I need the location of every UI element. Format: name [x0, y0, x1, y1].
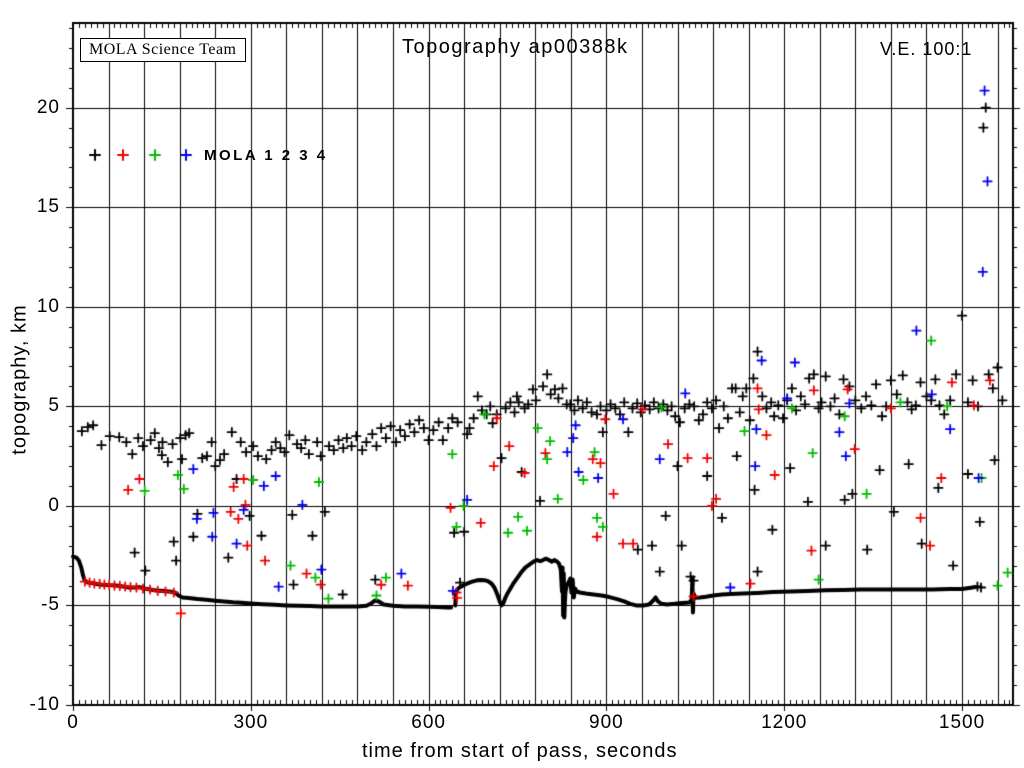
science-team-box: MOLA Science Team	[80, 38, 246, 62]
y-tick-label: -10	[29, 694, 60, 715]
y-tick-label: -5	[41, 594, 60, 616]
x-tick-label: 1200	[761, 712, 808, 733]
plot-title: Topography ap00388k	[402, 36, 629, 58]
x-axis-label: time from start of pass, seconds	[362, 740, 678, 762]
y-tick-label: 0	[48, 494, 60, 516]
x-tick-label: 0	[67, 712, 79, 733]
vertical-exaggeration-label: V.E. 100:1	[880, 39, 973, 59]
legend-label: MOLA 1 2 3 4	[204, 147, 328, 164]
y-tick-label: 15	[36, 196, 60, 218]
y-tick-label: 20	[36, 96, 60, 118]
x-tick-label: 300	[233, 712, 269, 733]
y-tick-label: 10	[36, 295, 60, 317]
x-tick-label: 900	[589, 712, 624, 733]
x-tick-label: 600	[411, 712, 446, 733]
x-tick-label: 1500	[938, 712, 986, 733]
y-tick-label: 5	[48, 395, 60, 417]
y-axis-label: topography, km	[8, 304, 31, 455]
